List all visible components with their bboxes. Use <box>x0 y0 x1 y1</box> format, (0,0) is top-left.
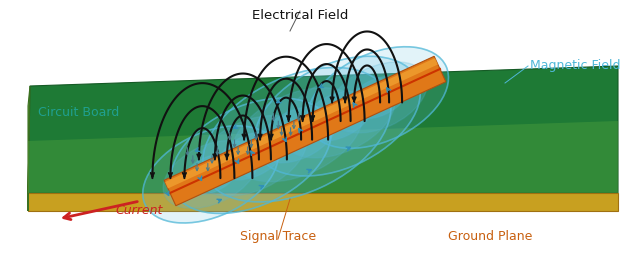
Ellipse shape <box>257 106 337 163</box>
Text: Magnetic Field: Magnetic Field <box>530 60 621 73</box>
Ellipse shape <box>328 62 428 133</box>
Ellipse shape <box>255 56 420 176</box>
Ellipse shape <box>182 154 239 195</box>
Text: Circuit Board: Circuit Board <box>38 106 119 120</box>
Polygon shape <box>28 66 618 193</box>
Text: Ground Plane: Ground Plane <box>448 230 532 243</box>
Ellipse shape <box>195 115 307 196</box>
Text: Signal Trace: Signal Trace <box>240 230 316 243</box>
Polygon shape <box>28 121 618 193</box>
Ellipse shape <box>280 74 396 158</box>
Polygon shape <box>164 56 446 206</box>
Polygon shape <box>165 58 438 188</box>
Ellipse shape <box>307 47 449 148</box>
Ellipse shape <box>218 132 285 180</box>
Ellipse shape <box>203 68 391 202</box>
Ellipse shape <box>348 76 408 119</box>
Ellipse shape <box>143 126 278 223</box>
Ellipse shape <box>171 98 331 213</box>
Text: Electrical Field: Electrical Field <box>252 9 348 22</box>
Text: Current: Current <box>115 205 163 217</box>
Ellipse shape <box>163 140 258 208</box>
Ellipse shape <box>231 88 363 182</box>
Polygon shape <box>28 86 30 211</box>
Polygon shape <box>28 193 618 211</box>
Ellipse shape <box>303 91 372 141</box>
